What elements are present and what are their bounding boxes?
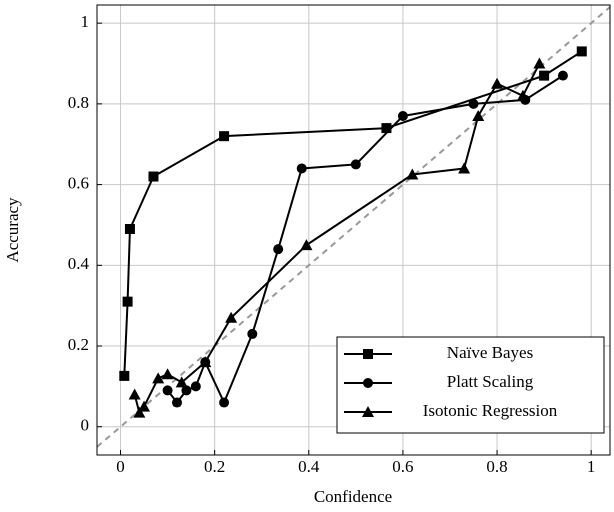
x-tick-label: 0 bbox=[116, 457, 125, 476]
marker-triangle bbox=[362, 406, 374, 417]
marker-triangle bbox=[225, 311, 238, 323]
marker-circle bbox=[219, 397, 230, 408]
marker-square bbox=[219, 131, 230, 142]
marker-triangle bbox=[138, 400, 151, 412]
marker-square bbox=[539, 70, 550, 81]
marker-triangle bbox=[491, 77, 504, 89]
marker-triangle bbox=[175, 376, 188, 388]
diagonal-reference bbox=[96, 6, 611, 448]
marker-square bbox=[148, 171, 159, 182]
series-line bbox=[123, 50, 583, 376]
marker-triangle bbox=[472, 109, 485, 121]
marker-circle bbox=[172, 397, 183, 408]
y-tick-label: 0.6 bbox=[68, 174, 89, 193]
marker-circle bbox=[181, 385, 192, 396]
x-tick-label: 0.8 bbox=[486, 457, 507, 476]
marker-triangle bbox=[152, 372, 165, 384]
y-tick-label: 0 bbox=[81, 416, 90, 435]
marker-triangle bbox=[161, 368, 174, 380]
marker-circle bbox=[190, 381, 201, 392]
marker-circle bbox=[162, 385, 173, 396]
marker-triangle bbox=[133, 406, 146, 418]
marker-circle bbox=[247, 328, 258, 339]
legend-label: Isotonic Regression bbox=[423, 401, 558, 420]
y-tick-label: 0.2 bbox=[68, 335, 89, 354]
marker-square bbox=[124, 223, 135, 234]
marker-triangle bbox=[128, 388, 141, 400]
y-tick-label: 0.4 bbox=[68, 254, 90, 273]
legend: Naïve Bayes Platt Scaling Isotonic Regress… bbox=[336, 336, 605, 434]
y-axis-label: Accuracy bbox=[3, 197, 22, 263]
x-tick-label: 0.2 bbox=[204, 457, 225, 476]
marker-triangle bbox=[516, 89, 529, 101]
marker-circle bbox=[363, 378, 373, 388]
marker-triangle bbox=[533, 57, 546, 69]
marker-circle bbox=[397, 110, 408, 121]
x-tick-label: 0.4 bbox=[298, 457, 320, 476]
marker-circle bbox=[557, 70, 568, 81]
marker-triangle bbox=[199, 356, 212, 368]
legend-label: Platt Scaling bbox=[447, 372, 534, 391]
marker-circle bbox=[296, 163, 307, 174]
x-axis-label: Confidence bbox=[314, 487, 392, 506]
marker-triangle bbox=[458, 162, 471, 174]
marker-circle bbox=[350, 159, 361, 170]
marker-square bbox=[119, 370, 130, 381]
marker-circle bbox=[468, 98, 479, 109]
marker-square bbox=[122, 296, 133, 307]
y-tick-label: 0.8 bbox=[68, 93, 89, 112]
marker-triangle bbox=[300, 239, 313, 251]
y-tick-label: 1 bbox=[81, 12, 90, 31]
x-tick-label: 0.6 bbox=[392, 457, 413, 476]
x-tick-label: 1 bbox=[587, 457, 596, 476]
marker-square bbox=[381, 123, 392, 134]
marker-square bbox=[576, 46, 587, 57]
legend-label: Naïve Bayes bbox=[447, 343, 533, 362]
plot-frame bbox=[96, 4, 611, 456]
marker-circle bbox=[273, 244, 284, 255]
marker-square bbox=[363, 349, 373, 359]
marker-triangle bbox=[406, 168, 419, 180]
